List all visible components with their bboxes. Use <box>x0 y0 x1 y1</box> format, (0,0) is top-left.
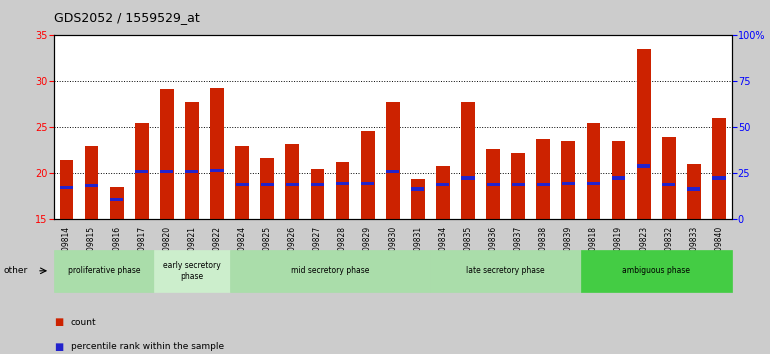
Bar <box>436 166 450 354</box>
Bar <box>360 131 374 354</box>
Bar <box>461 176 474 180</box>
Bar <box>511 153 525 354</box>
Bar <box>261 183 274 186</box>
Bar <box>286 144 300 354</box>
Bar <box>612 176 625 180</box>
Bar <box>386 102 400 354</box>
Bar <box>260 158 274 354</box>
Bar <box>487 183 500 186</box>
Bar <box>311 183 324 186</box>
Bar <box>160 170 173 173</box>
Bar <box>59 160 73 354</box>
Bar <box>336 162 350 354</box>
Bar <box>537 183 550 186</box>
Bar <box>562 182 575 185</box>
Bar <box>85 184 98 187</box>
Bar <box>186 170 199 173</box>
Bar <box>110 187 123 354</box>
Text: ■: ■ <box>54 317 63 327</box>
Bar <box>60 185 73 189</box>
Text: percentile rank within the sample: percentile rank within the sample <box>71 342 224 352</box>
Bar <box>537 139 551 354</box>
Bar <box>336 182 349 185</box>
Text: other: other <box>4 266 28 275</box>
Text: count: count <box>71 318 96 327</box>
Bar <box>210 88 224 354</box>
Bar <box>310 169 324 354</box>
Bar <box>587 182 600 185</box>
Bar <box>437 183 450 186</box>
Bar <box>587 123 601 354</box>
Bar <box>286 183 299 186</box>
Bar <box>637 165 650 168</box>
Bar <box>386 170 400 173</box>
Bar <box>637 49 651 354</box>
Bar <box>135 123 149 354</box>
Bar <box>511 183 524 186</box>
Bar <box>235 146 249 354</box>
Bar <box>662 137 675 354</box>
Bar <box>236 183 249 186</box>
Bar <box>411 188 424 191</box>
Text: early secretory
phase: early secretory phase <box>163 261 221 280</box>
Bar <box>712 118 726 354</box>
Bar <box>688 188 701 191</box>
Bar <box>361 182 374 185</box>
Bar <box>461 102 475 354</box>
Bar <box>110 198 123 201</box>
Bar <box>687 164 701 354</box>
Bar <box>85 146 99 354</box>
Bar <box>411 179 425 354</box>
Bar <box>662 183 675 186</box>
Bar <box>160 89 174 354</box>
Bar <box>712 176 725 180</box>
Text: late secretory phase: late secretory phase <box>467 266 545 275</box>
Bar <box>185 102 199 354</box>
Bar <box>611 141 625 354</box>
Text: mid secretory phase: mid secretory phase <box>291 266 369 275</box>
Text: ■: ■ <box>54 342 63 352</box>
Text: GDS2052 / 1559529_at: GDS2052 / 1559529_at <box>54 11 199 24</box>
Bar <box>486 149 500 354</box>
Bar <box>136 170 149 173</box>
Bar <box>561 141 575 354</box>
Text: ambiguous phase: ambiguous phase <box>622 266 690 275</box>
Bar <box>210 169 223 172</box>
Text: proliferative phase: proliferative phase <box>68 266 140 275</box>
